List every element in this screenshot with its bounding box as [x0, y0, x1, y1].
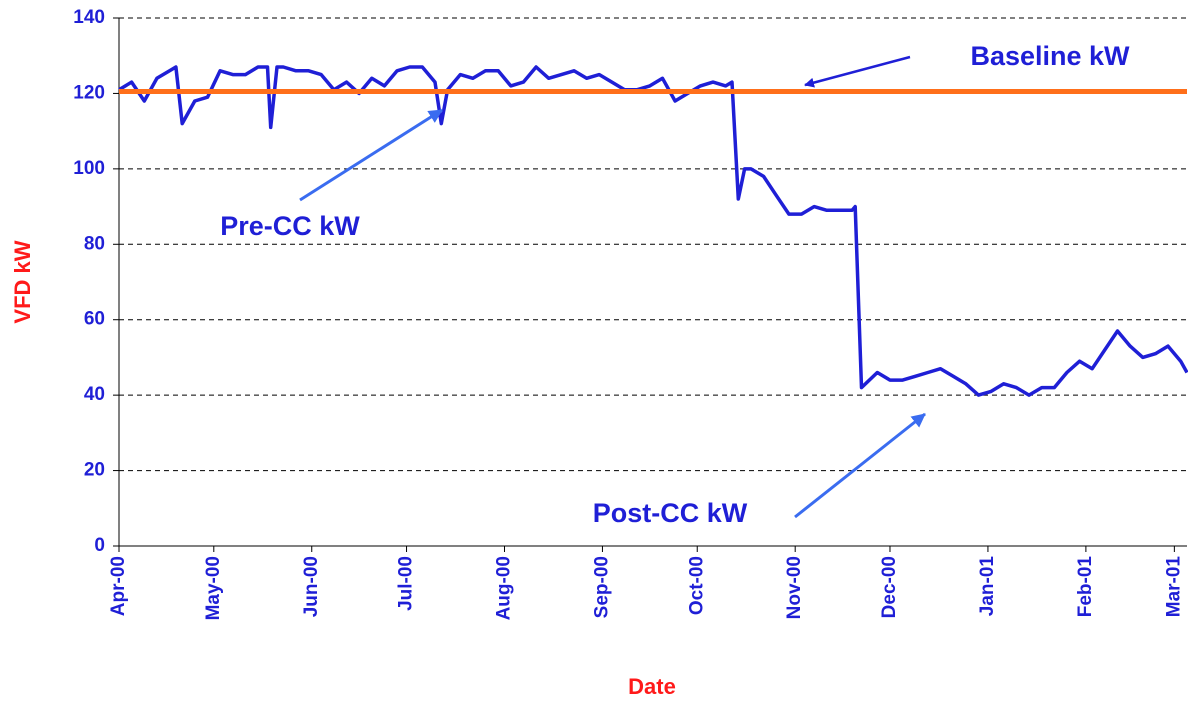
x-tick-label: Oct-00	[686, 556, 707, 615]
y-tick-label: 40	[84, 384, 105, 405]
x-tick-label: Apr-00	[108, 556, 129, 616]
x-tick-label: May-00	[203, 556, 224, 620]
x-tick-label: Nov-00	[784, 556, 805, 619]
data-line	[118, 65, 1188, 397]
annotation: Baseline kW	[970, 41, 1130, 71]
annotation: Pre-CC kW	[220, 211, 360, 241]
y-tick-label: 120	[73, 82, 105, 103]
x-tick-label: Feb-01	[1075, 556, 1096, 618]
y-tick-label: 140	[73, 7, 105, 28]
annotation-arrow	[299, 108, 443, 202]
x-tick-label: Jan-01	[977, 556, 998, 617]
y-tick-label: 20	[84, 460, 105, 481]
x-tick-label: Jul-00	[396, 556, 417, 611]
x-tick-label: Dec-00	[879, 556, 900, 618]
x-tick-label: Sep-00	[591, 556, 612, 618]
x-tick-label: Aug-00	[494, 556, 515, 620]
y-tick-label: 80	[84, 233, 105, 254]
annotation: Post-CC kW	[593, 498, 748, 528]
annotation-arrow	[794, 412, 926, 519]
y-tick-label: 60	[84, 309, 105, 330]
annotation-arrow	[804, 55, 911, 88]
x-axis-title: Date	[628, 674, 676, 699]
y-axis-title: VFD kW	[10, 240, 35, 323]
y-tick-label: 100	[73, 158, 105, 179]
x-tick-label: Mar-01	[1163, 556, 1184, 618]
y-tick-label: 0	[94, 535, 105, 556]
x-tick-label: Jun-00	[301, 556, 322, 617]
